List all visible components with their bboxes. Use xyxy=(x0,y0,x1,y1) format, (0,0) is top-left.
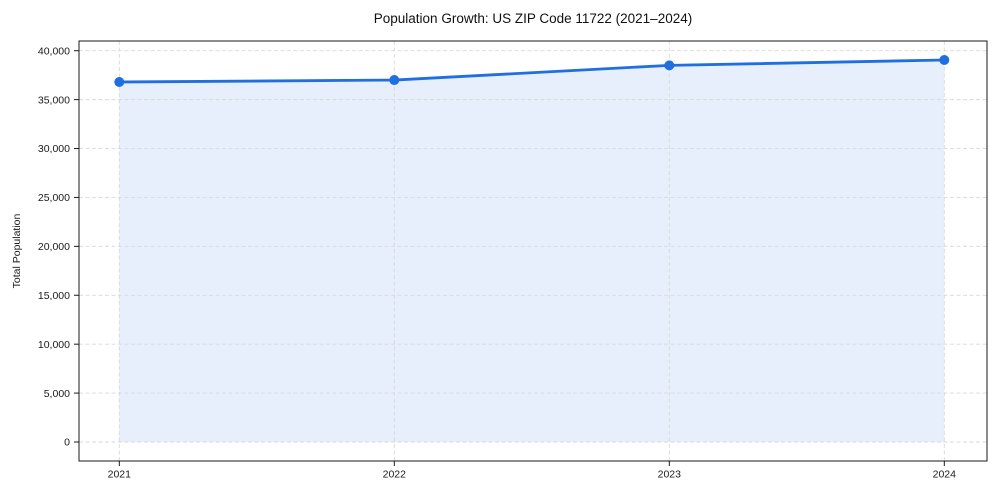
data-line xyxy=(117,58,946,84)
y-tick-label: 25,000 xyxy=(38,192,70,204)
x-tick-label: 2023 xyxy=(658,469,682,481)
y-tick-label: 40,000 xyxy=(38,45,70,57)
data-point xyxy=(389,75,400,86)
y-tick-label: 15,000 xyxy=(38,290,70,302)
y-tick-label: 35,000 xyxy=(38,94,70,106)
x-tick-label: 2022 xyxy=(383,469,407,481)
y-tick-label: 30,000 xyxy=(38,143,70,155)
x-tick-label: 2024 xyxy=(933,469,957,481)
chart-title: Population Growth: US ZIP Code 11722 (20… xyxy=(373,11,693,26)
data-point xyxy=(939,54,950,65)
y-tick-label: 0 xyxy=(64,437,70,449)
y-tick-label: 5,000 xyxy=(44,388,70,400)
y-tick-label: 10,000 xyxy=(38,339,70,351)
plot-border xyxy=(78,40,988,462)
x-tick-label: 2021 xyxy=(108,469,132,481)
data-point xyxy=(114,77,125,88)
area-fill xyxy=(119,59,945,442)
data-point xyxy=(664,60,675,71)
y-tick-label: 20,000 xyxy=(38,241,70,253)
